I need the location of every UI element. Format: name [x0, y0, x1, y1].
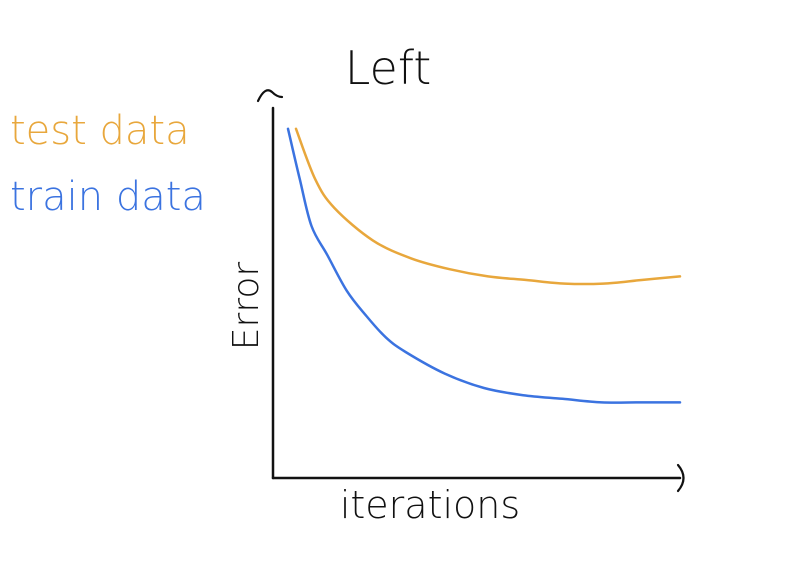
series-layer: [286, 127, 682, 404]
series-line-test-data: [294, 127, 682, 286]
series-line-train-data: [286, 127, 682, 404]
x-axis-arrowhead: [676, 463, 685, 493]
axes: [256, 89, 685, 493]
legend-entry-test-data: test data: [10, 108, 190, 154]
y-axis-label: Error: [226, 262, 267, 351]
legend-entry-train-data: train data: [10, 174, 206, 220]
legend: test data train data: [10, 108, 206, 220]
chart-title: Left: [345, 41, 432, 95]
x-axis-label: iterations: [340, 483, 520, 527]
y-axis-arrowhead: [256, 89, 284, 103]
